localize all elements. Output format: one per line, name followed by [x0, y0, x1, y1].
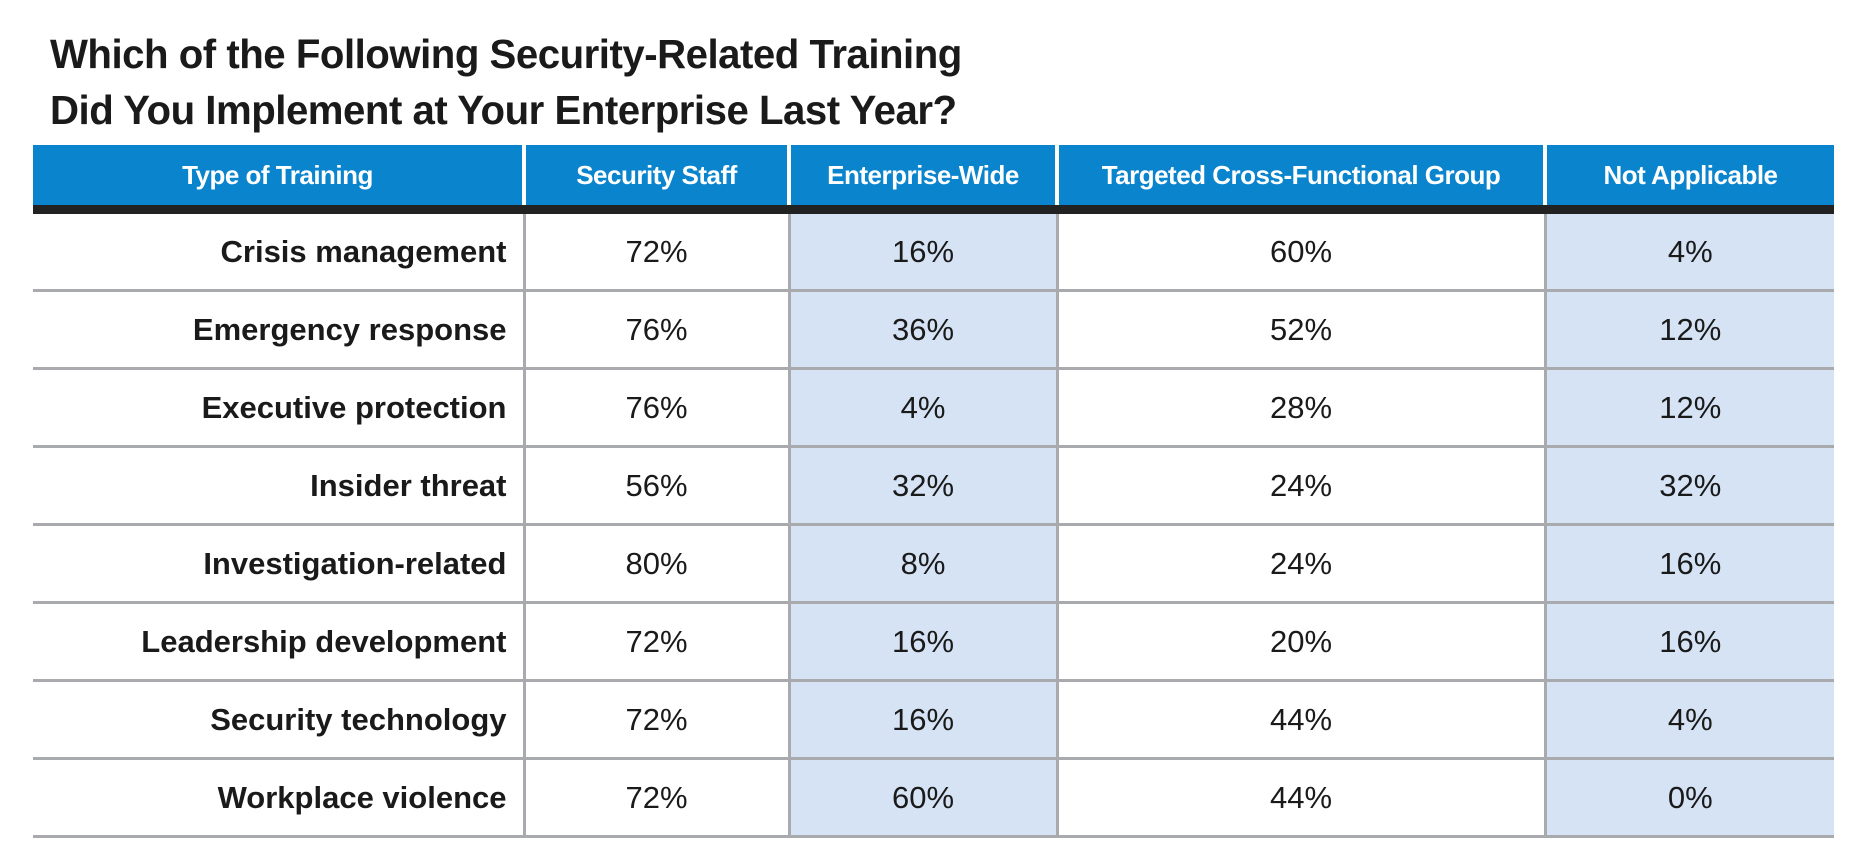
- column-header: Not Applicable: [1543, 145, 1834, 214]
- table-cell: 0%: [1543, 758, 1834, 838]
- table-row: Workplace violence 72% 60% 44% 0%: [33, 758, 1834, 838]
- table-cell: 16%: [787, 209, 1057, 292]
- table-cell: 4%: [1543, 209, 1834, 292]
- header-row: Type of Training Security Staff Enterprise…: [33, 145, 1834, 214]
- row-label: Leadership development: [33, 602, 524, 682]
- table-cell: 56%: [522, 446, 789, 526]
- table-row: Emergency response 76% 36% 52% 12%: [33, 290, 1834, 370]
- table-cell: 60%: [787, 758, 1057, 838]
- table-cell: 16%: [1543, 524, 1834, 604]
- row-label: Investigation-related: [33, 524, 524, 604]
- row-label: Emergency response: [33, 290, 524, 370]
- table-cell: 36%: [787, 290, 1057, 370]
- table-cell: 60%: [1055, 209, 1545, 292]
- table-cell: 80%: [522, 524, 789, 604]
- table-cell: 12%: [1543, 290, 1834, 370]
- table-cell: 12%: [1543, 368, 1834, 448]
- row-label: Executive protection: [33, 368, 524, 448]
- row-label: Security technology: [33, 680, 524, 760]
- table-cell: 32%: [787, 446, 1057, 526]
- table-cell: 44%: [1055, 680, 1545, 760]
- row-label: Crisis management: [33, 209, 524, 292]
- column-header: Type of Training: [33, 145, 524, 214]
- table-row: Leadership development 72% 16% 20% 16%: [33, 602, 1834, 682]
- table-row: Investigation-related 80% 8% 24% 16%: [33, 524, 1834, 604]
- table-row: Security technology 72% 16% 44% 4%: [33, 680, 1834, 760]
- table-cell: 72%: [522, 602, 789, 682]
- table-cell: 20%: [1055, 602, 1545, 682]
- table-cell: 72%: [522, 680, 789, 760]
- table-cell: 72%: [522, 209, 789, 292]
- column-header: Security Staff: [522, 145, 789, 214]
- table-cell: 16%: [787, 680, 1057, 760]
- table-cell: 24%: [1055, 524, 1545, 604]
- table-cell: 8%: [787, 524, 1057, 604]
- title-line-2: Did You Implement at Your Enterprise Las…: [50, 87, 957, 133]
- table-cell: 4%: [787, 368, 1057, 448]
- table-row: Executive protection 76% 4% 28% 12%: [33, 368, 1834, 448]
- table-cell: 32%: [1543, 446, 1834, 526]
- row-label: Insider threat: [33, 446, 524, 526]
- table-cell: 72%: [522, 758, 789, 838]
- column-header: Enterprise-Wide: [787, 145, 1057, 214]
- table-cell: 76%: [522, 368, 789, 448]
- table-row: Insider threat 56% 32% 24% 32%: [33, 446, 1834, 526]
- table-row: Crisis management 72% 16% 60% 4%: [33, 209, 1834, 292]
- table-cell: 28%: [1055, 368, 1545, 448]
- table-cell: 76%: [522, 290, 789, 370]
- table-cell: 16%: [787, 602, 1057, 682]
- table-cell: 4%: [1543, 680, 1834, 760]
- chart-title: Which of the Following Security-Related …: [50, 26, 962, 138]
- training-table: Type of Training Security Staff Enterprise…: [33, 145, 1834, 838]
- table-cell: 44%: [1055, 758, 1545, 838]
- column-header: Targeted Cross-Functional Group: [1055, 145, 1545, 214]
- table-cell: 52%: [1055, 290, 1545, 370]
- title-line-1: Which of the Following Security-Related …: [50, 31, 962, 77]
- table-cell: 24%: [1055, 446, 1545, 526]
- table-cell: 16%: [1543, 602, 1834, 682]
- row-label: Workplace violence: [33, 758, 524, 838]
